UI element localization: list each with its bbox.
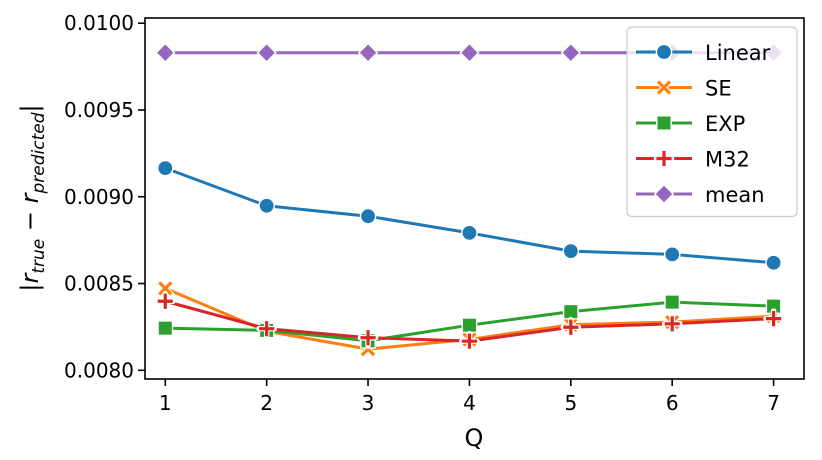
point-linear-1: [156, 159, 174, 177]
point-mean-1: [155, 42, 176, 63]
y-label-bar-right: |: [16, 104, 44, 112]
legend-label-se: SE: [705, 77, 732, 101]
point-se-1: [156, 279, 175, 298]
y-tick-label-3: 0.0095: [64, 98, 134, 122]
point-m32-7: [763, 308, 784, 329]
point-m32-1-stroke: [157, 293, 173, 309]
x-tick-label-4: 5: [564, 391, 577, 415]
y-tick-label-4: 0.0100: [64, 11, 134, 35]
x-tick-label-0: 1: [159, 391, 172, 415]
point-mean-5: [560, 42, 582, 63]
y-label-sub-true: true: [29, 239, 49, 274]
legend-item-m32: M32: [636, 148, 750, 172]
legend-marker-m32: [653, 148, 675, 169]
legend-marker-m32-stroke: [656, 150, 672, 167]
legend-label-exp: EXP: [705, 112, 745, 136]
point-mean-4: [459, 42, 480, 63]
point-linear-5: [562, 242, 580, 260]
y-label-r-predicted: r: [16, 191, 44, 203]
y-label-r-true: r: [16, 272, 44, 284]
x-axis: 1 2 3 4 5 6 7: [159, 379, 780, 415]
point-linear-4: [461, 224, 478, 242]
legend-item-se: SE: [636, 77, 732, 101]
legend-item-exp: EXP: [636, 112, 745, 136]
point-m32-2-stroke: [259, 321, 275, 337]
point-linear-6: [663, 246, 681, 263]
legend-label-mean: mean: [705, 183, 765, 207]
y-label-bar-left: |: [16, 284, 44, 292]
x-tick-label-1: 2: [260, 391, 273, 415]
point-exp-4: [461, 317, 478, 334]
legend-marker-exp: [656, 115, 672, 131]
point-m32-2: [256, 318, 278, 340]
point-exp-5: [562, 303, 579, 320]
y-tick-label-1: 0.0085: [64, 272, 134, 296]
legend-label-linear: Linear: [705, 41, 771, 65]
x-tick-label-2: 3: [362, 391, 375, 415]
y-tick-label-0: 0.0080: [64, 358, 134, 382]
legend: Linear SE EXP M32 mean: [626, 26, 798, 218]
point-linear-3: [359, 207, 377, 225]
point-m32-5: [560, 316, 582, 338]
legend-item-linear: Linear: [636, 41, 771, 65]
legend-item-mean: mean: [636, 183, 765, 207]
legend-marker-mean: [653, 183, 675, 205]
point-m32-3-stroke: [360, 330, 376, 346]
point-m32-4: [459, 330, 480, 352]
point-linear-2: [258, 197, 275, 215]
x-tick-label-5: 6: [666, 391, 679, 415]
point-m32-6-stroke: [664, 316, 680, 332]
y-label-sub-predicted: predicted: [29, 112, 49, 194]
point-m32-7-stroke: [765, 311, 782, 327]
legend-marker-se: [655, 78, 673, 97]
legend-label-m32: M32: [705, 148, 750, 172]
point-m32-6: [661, 313, 683, 335]
plot-frame: [144, 17, 805, 380]
x-tick-label-6: 7: [767, 391, 780, 415]
point-se-1-stroke: [158, 281, 173, 296]
point-mean-3: [357, 42, 379, 63]
point-exp-1: [157, 320, 174, 337]
point-m32-4-stroke: [461, 333, 478, 349]
point-exp-6: [664, 294, 681, 311]
y-axis: 0.0080 0.0085 0.0090 0.0095 0.0100: [64, 11, 145, 382]
x-tick-label-3: 4: [463, 391, 476, 415]
legend-box: [626, 26, 798, 218]
point-m32-3: [357, 327, 379, 349]
series-m32: [154, 290, 784, 352]
legend-marker-linear: [655, 43, 673, 61]
y-axis-label: |rtrue − rpredicted|: [16, 104, 49, 291]
series-linear: [156, 159, 782, 272]
point-m32-5-stroke: [563, 319, 579, 335]
y-label-minus: −: [16, 203, 44, 238]
x-axis-label: Q: [465, 424, 484, 452]
point-m32-1: [154, 290, 176, 312]
legend-marker-se-stroke: [656, 80, 672, 95]
point-linear-7: [765, 254, 782, 272]
y-tick-label-2: 0.0090: [64, 185, 134, 209]
point-mean-2: [256, 42, 277, 63]
